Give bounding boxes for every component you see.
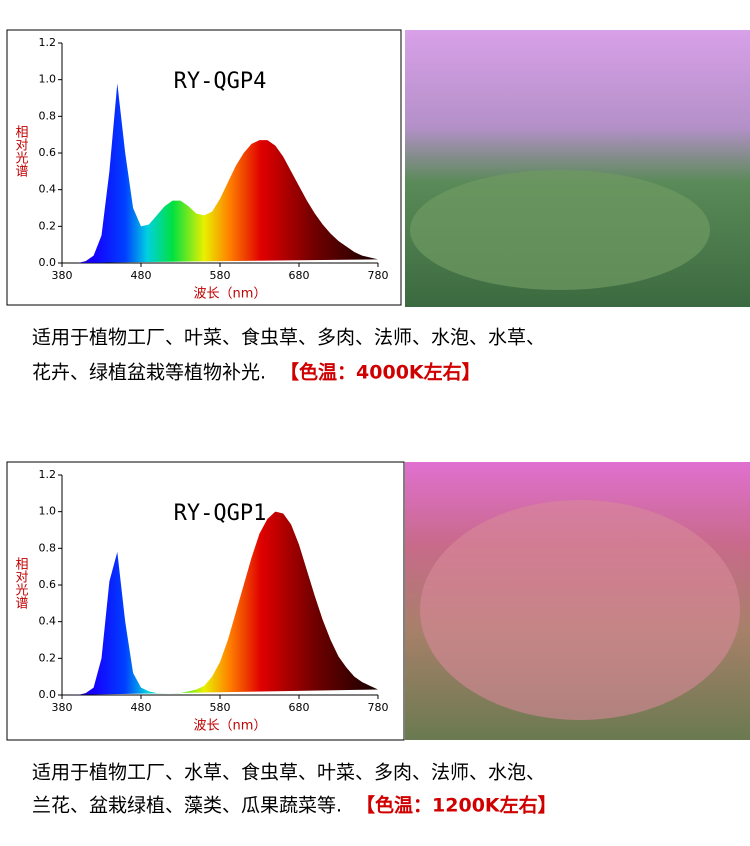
chart-title: RY-QGP1 bbox=[174, 501, 267, 526]
x-tick-label: 480 bbox=[131, 269, 152, 282]
y-tick-label: 0.4 bbox=[39, 615, 57, 628]
x-tick-label: 480 bbox=[131, 701, 152, 714]
x-axis-label: 波长（nm） bbox=[194, 719, 267, 734]
x-tick-label: 680 bbox=[289, 269, 310, 282]
x-tick-label: 780 bbox=[368, 701, 389, 714]
caption-line: 兰花、盆栽绿植、藻类、瓜果蔬菜等. bbox=[32, 795, 342, 817]
x-tick-label: 580 bbox=[210, 701, 231, 714]
y-tick-label: 1.2 bbox=[39, 36, 57, 49]
y-tick-label: 1.0 bbox=[39, 73, 57, 86]
x-tick-label: 380 bbox=[52, 269, 73, 282]
caption-line: 花卉、绿植盆栽等植物补光. bbox=[32, 362, 266, 384]
y-tick-label: 0.8 bbox=[39, 541, 57, 554]
caption-note: 【色温：4000K左右】 bbox=[280, 361, 481, 384]
photo-leaves bbox=[410, 170, 710, 290]
x-tick-label: 580 bbox=[210, 269, 231, 282]
y-tick-label: 0.4 bbox=[39, 183, 57, 196]
x-tick-label: 680 bbox=[289, 701, 310, 714]
chart-frame bbox=[6, 461, 405, 741]
y-tick-label: 0.6 bbox=[39, 146, 57, 159]
x-tick-label: 380 bbox=[52, 701, 73, 714]
y-tick-label: 1.0 bbox=[39, 505, 57, 518]
y-tick-label: 0.6 bbox=[39, 578, 57, 591]
caption-line: 适用于植物工厂、水草、食虫草、叶菜、多肉、法师、水泡、 bbox=[32, 762, 545, 784]
y-tick-label: 0.8 bbox=[39, 109, 57, 122]
spectrum-area bbox=[62, 511, 378, 695]
y-axis-label: 相对光谱 bbox=[13, 557, 29, 609]
y-tick-label: 0.0 bbox=[39, 688, 57, 701]
y-tick-label: 0.2 bbox=[39, 219, 57, 232]
spectrum-area bbox=[62, 83, 378, 263]
y-tick-label: 1.2 bbox=[39, 468, 57, 481]
chart-title: RY-QGP4 bbox=[174, 69, 267, 94]
y-tick-label: 0.0 bbox=[39, 256, 57, 269]
x-tick-label: 780 bbox=[368, 269, 389, 282]
y-axis-label: 相对光谱 bbox=[13, 125, 29, 177]
photo-leaves bbox=[420, 500, 740, 720]
caption-note: 【色温：1200K左右】 bbox=[356, 794, 557, 817]
y-tick-label: 0.2 bbox=[39, 651, 57, 664]
caption-line: 适用于植物工厂、叶菜、食虫草、多肉、法师、水泡、水草、 bbox=[32, 327, 545, 349]
x-axis-label: 波长（nm） bbox=[194, 287, 267, 302]
